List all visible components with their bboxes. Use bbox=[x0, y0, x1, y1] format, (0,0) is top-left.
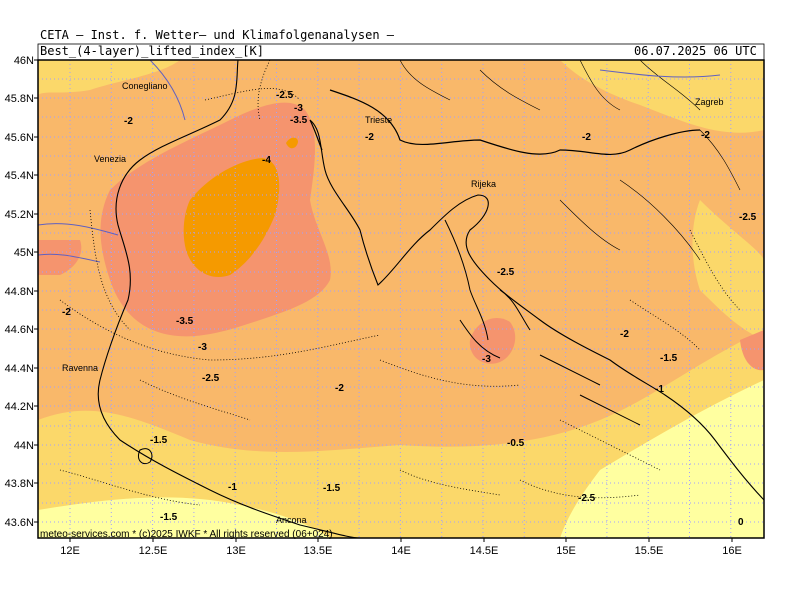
city-label: Rijeka bbox=[471, 179, 496, 189]
li-band-max-core bbox=[183, 158, 280, 278]
lon-tick-label: 14.5E bbox=[470, 545, 499, 557]
lon-tick-label: 12.5E bbox=[139, 545, 168, 557]
contour-value-label: -3 bbox=[482, 354, 491, 365]
valid-time: 06.07.2025 06 UTC bbox=[634, 44, 757, 58]
lat-tick-label: 45.4N bbox=[5, 170, 34, 182]
institute-title: CETA – Inst. f. Wetter– und Klimafolgena… bbox=[40, 28, 395, 42]
contour-value-label: -1 bbox=[655, 384, 664, 395]
contour-value-label: -4 bbox=[262, 155, 271, 166]
lon-tick-label: 16E bbox=[722, 545, 742, 557]
lat-tick-label: 44.6N bbox=[5, 324, 34, 336]
lon-tick-label: 13.5E bbox=[304, 545, 333, 557]
contour-value-label: 0 bbox=[738, 517, 744, 528]
lat-tick-label: 44N bbox=[14, 440, 34, 452]
lon-tick-label: 15.5E bbox=[635, 545, 664, 557]
li-band-weak-south bbox=[38, 330, 764, 538]
lon-tick-label: 13E bbox=[226, 545, 246, 557]
li-band-stable-southeast bbox=[560, 380, 764, 538]
city-label: Ravenna bbox=[62, 363, 98, 373]
lat-tick-label: 45N bbox=[14, 247, 34, 259]
lake-marker bbox=[137, 448, 153, 465]
li-band-max-spot bbox=[286, 137, 298, 149]
lat-lon-grid bbox=[38, 60, 764, 538]
city-label: Ancona bbox=[276, 515, 307, 525]
regional-borders bbox=[399, 60, 741, 261]
contour-value-label: -2 bbox=[62, 307, 71, 318]
contour-value-label: -2 bbox=[582, 132, 591, 143]
contour-value-label: -2 bbox=[335, 383, 344, 394]
coastline-istria-croatia bbox=[309, 119, 764, 501]
contour-value-label: -2.5 bbox=[578, 493, 596, 504]
contour-value-label: -0.5 bbox=[507, 438, 525, 449]
contour-value-label: -2 bbox=[701, 130, 710, 141]
country-borders bbox=[309, 89, 701, 156]
lat-tick-label: 43.8N bbox=[5, 478, 34, 490]
contour-value-label: -2 bbox=[620, 329, 629, 340]
lon-tick-label: 12E bbox=[60, 545, 80, 557]
contour-value-label: -1.5 bbox=[160, 512, 178, 523]
coastline-islands bbox=[444, 219, 641, 426]
contour-value-label: -2.5 bbox=[497, 267, 515, 278]
contour-value-label: -1.5 bbox=[323, 483, 341, 494]
lat-tick-label: 45.6N bbox=[5, 132, 34, 144]
city-label: Zagreb bbox=[695, 97, 724, 107]
li-band-stable-south bbox=[38, 497, 330, 538]
city-label: Conegliano bbox=[122, 81, 168, 91]
lat-tick-label: 46N bbox=[14, 55, 34, 67]
lat-tick-label: 44.4N bbox=[5, 363, 34, 375]
contour-value-label: -2.5 bbox=[276, 90, 294, 101]
contour-value-label: -3 bbox=[294, 103, 303, 114]
lat-tick-label: 44.8N bbox=[5, 286, 34, 298]
contour-value-label: -3.5 bbox=[290, 115, 308, 126]
contour-value-label: -3.5 bbox=[176, 316, 194, 327]
lon-tick-label: 14E bbox=[391, 545, 411, 557]
coastline-italy bbox=[97, 60, 361, 538]
li-band-unstable-east bbox=[740, 330, 764, 371]
li-band-weak-east bbox=[692, 200, 764, 340]
contour-value-label: -1.5 bbox=[150, 435, 168, 446]
contour-value-labels: -2-2.5-3-3.5-2 -2-4-2.5-2-3.5-3-2.5-2.5-3… bbox=[62, 90, 757, 528]
lat-tick-label: 43.6N bbox=[5, 517, 34, 529]
city-labels: Conegliano Venezia Trieste Rijeka Zagreb Rave… bbox=[62, 81, 724, 525]
city-label: Venezia bbox=[94, 154, 126, 164]
city-label: Trieste bbox=[365, 115, 392, 125]
contour-value-label: -2 bbox=[365, 132, 374, 143]
axis-ticks: 46N 45.8N 45.6N 45.4N 45.2N 45N 44.8N 44.6N 44.4… bbox=[5, 55, 742, 557]
li-band-unstable-kvarner bbox=[469, 318, 516, 364]
lat-tick-label: 44.2N bbox=[5, 401, 34, 413]
contour-value-label: -2.5 bbox=[202, 373, 220, 384]
contour-value-label: -2.5 bbox=[739, 212, 757, 223]
footer-credit: meteo-services.com * (c)2025 IWKF * All … bbox=[40, 529, 333, 540]
lon-tick-label: 15E bbox=[556, 545, 576, 557]
li-band-weak-northwest bbox=[38, 60, 180, 95]
lat-tick-label: 45.2N bbox=[5, 209, 34, 221]
title-frame bbox=[37, 43, 765, 61]
contour-value-label: -2 bbox=[124, 116, 133, 127]
contour-value-label: -1.5 bbox=[660, 353, 678, 364]
rivers bbox=[38, 60, 721, 263]
contour-isolines bbox=[59, 60, 741, 506]
contour-value-label: -3 bbox=[198, 342, 207, 353]
contour-value-label: -1 bbox=[228, 482, 237, 493]
parameter-title: Best_(4-layer)_lifted_index_[K] bbox=[40, 44, 264, 58]
lat-tick-label: 45.8N bbox=[5, 93, 34, 105]
li-band-weak-north bbox=[560, 60, 764, 133]
